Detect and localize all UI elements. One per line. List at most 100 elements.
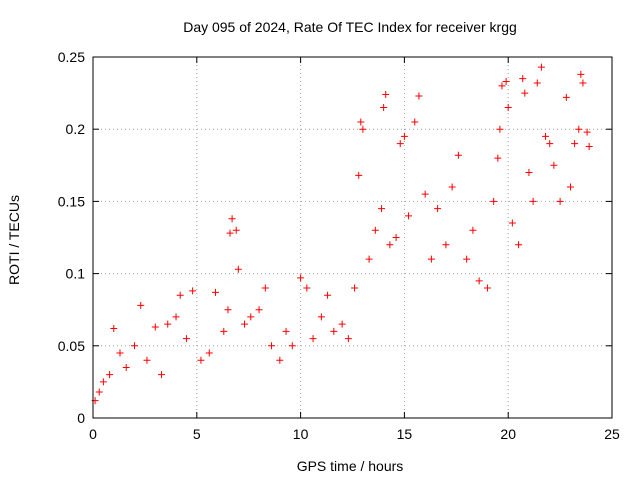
y-tick-labels: 0 0.05 0.1 0.15 0.2 0.25 <box>58 49 85 426</box>
data-point <box>583 128 591 136</box>
data-point <box>365 255 373 263</box>
data-point <box>241 320 249 328</box>
data-point <box>106 371 114 379</box>
data-point <box>463 255 471 263</box>
data-point <box>137 301 145 309</box>
data-point <box>448 183 456 191</box>
y-tick-label: 0.1 <box>66 266 86 282</box>
data-point <box>172 313 180 321</box>
data-point <box>521 89 529 97</box>
data-point <box>515 241 523 249</box>
data-point <box>546 140 554 148</box>
x-tick-label: 25 <box>604 426 620 442</box>
data-point <box>571 140 579 148</box>
data-point <box>525 169 533 177</box>
data-point <box>533 79 541 87</box>
data-point <box>454 151 462 159</box>
data-point <box>189 287 197 295</box>
data-point <box>303 284 311 292</box>
data-point <box>338 320 346 328</box>
axis-ticks <box>92 56 613 419</box>
data-point <box>282 327 290 335</box>
data-point <box>276 356 284 364</box>
x-tick-label: 10 <box>293 426 309 442</box>
data-point <box>344 335 352 343</box>
data-point <box>182 335 190 343</box>
data-point <box>519 75 527 83</box>
x-tick-label: 0 <box>89 426 97 442</box>
data-point <box>400 132 408 140</box>
data-point <box>537 63 545 71</box>
y-tick-label: 0 <box>77 410 85 426</box>
data-point <box>164 320 172 328</box>
data-point <box>508 219 516 227</box>
data-point <box>475 277 483 285</box>
data-point <box>95 388 103 396</box>
data-point <box>502 78 510 86</box>
data-point <box>542 132 550 140</box>
x-tick-label: 20 <box>500 426 516 442</box>
data-point <box>110 324 118 332</box>
data-point <box>158 371 166 379</box>
data-point <box>494 154 502 162</box>
y-tick-label: 0.25 <box>58 49 85 65</box>
y-tick-label: 0.05 <box>58 338 85 354</box>
data-point <box>268 342 276 350</box>
data-point <box>556 197 564 205</box>
data-point <box>550 161 558 169</box>
data-point <box>577 70 585 78</box>
data-point <box>324 291 332 299</box>
grid <box>93 57 612 418</box>
data-point <box>579 79 587 87</box>
x-tick-label: 15 <box>397 426 413 442</box>
data-point <box>469 226 477 234</box>
data-point <box>359 125 367 133</box>
data-point <box>330 327 338 335</box>
data-point <box>255 306 263 314</box>
plot-frame <box>92 56 613 419</box>
data-point <box>566 183 574 191</box>
data-point <box>496 125 504 133</box>
data-point <box>421 190 429 198</box>
y-tick-label: 0.2 <box>66 121 86 137</box>
data-point <box>504 104 512 112</box>
data-point <box>122 363 130 371</box>
data-point <box>371 226 379 234</box>
data-point <box>288 342 296 350</box>
data-point <box>434 205 442 213</box>
data-point <box>575 125 583 133</box>
data-point <box>197 356 205 364</box>
data-point <box>205 349 213 357</box>
data-point <box>427 255 435 263</box>
data-point <box>220 327 228 335</box>
data-point <box>490 197 498 205</box>
y-tick-label: 0.15 <box>58 193 85 209</box>
data-point <box>234 265 242 273</box>
data-point <box>442 241 450 249</box>
data-point <box>226 229 234 237</box>
data-point <box>176 291 184 299</box>
data-point <box>151 323 159 331</box>
data-point <box>116 349 124 357</box>
data-point <box>261 284 269 292</box>
data-point <box>351 284 359 292</box>
data-points <box>91 63 593 405</box>
data-point <box>585 143 593 151</box>
data-point <box>297 274 305 282</box>
chart-title: Day 095 of 2024, Rate Of TEC Index for r… <box>183 19 517 35</box>
data-point <box>224 306 232 314</box>
data-point <box>211 288 219 296</box>
data-point <box>309 335 317 343</box>
data-point <box>317 313 325 321</box>
data-point <box>392 234 400 241</box>
data-point <box>355 171 363 179</box>
x-tick-label: 5 <box>193 426 201 442</box>
data-point <box>131 342 139 350</box>
data-point <box>529 197 537 205</box>
data-point <box>382 91 390 99</box>
data-point <box>143 356 151 364</box>
data-point <box>562 93 570 101</box>
data-point <box>498 82 506 90</box>
data-point <box>357 118 365 126</box>
